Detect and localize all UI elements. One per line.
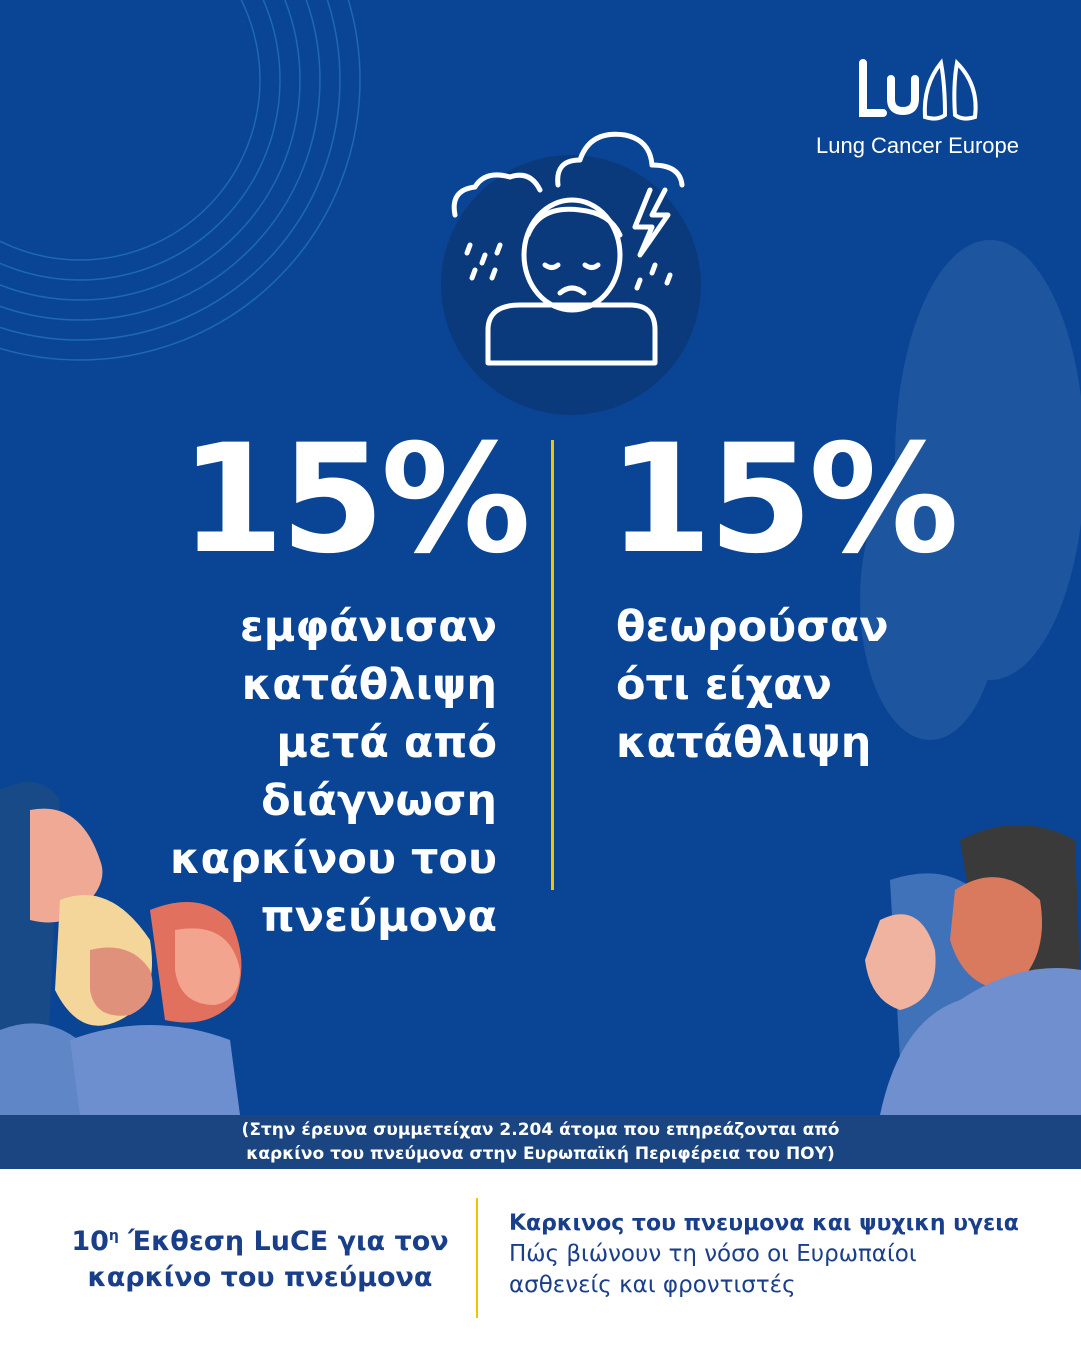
luce-logo-mark xyxy=(858,58,978,121)
stat-value-right: 15% xyxy=(608,413,959,587)
report-subject-title: Καρκινος του πνευμονα και ψυχικη υγεια xyxy=(509,1211,1019,1236)
depressed-person-under-storm-clouds-icon xyxy=(451,131,685,366)
survey-caption: (Στην έρευνα συμμετείχαν 2.204 άτομα που… xyxy=(0,1115,1081,1169)
people-left xyxy=(0,782,242,1115)
stat-value-left: 15% xyxy=(180,413,531,587)
report-title-text: Έκθεση LuCE για τον xyxy=(118,1226,449,1257)
people-illustration xyxy=(0,782,1081,1115)
report-title-line2: καρκίνο του πνεύμονα xyxy=(87,1262,433,1293)
decorative-arcs xyxy=(0,0,361,361)
footer-divider xyxy=(476,1198,478,1318)
caption-line: καρκίνο του πνεύμονα στην Ευρωπαϊκή Περι… xyxy=(246,1144,835,1164)
desc-line: ότι είχαν xyxy=(616,660,832,710)
luce-logo: Lung Cancer Europe xyxy=(815,55,1020,159)
desc-line: κατάθλιψη xyxy=(616,718,872,768)
report-number-suffix: η xyxy=(108,1228,119,1244)
desc-line: διάγνωση xyxy=(261,776,497,826)
europe-dot-map xyxy=(860,240,1081,740)
desc-line: θεωρούσαν xyxy=(616,602,889,652)
report-subject: Καρκινος του πνευμονα και ψυχικη υγεια Π… xyxy=(509,1208,1019,1301)
desc-line: καρκίνου του xyxy=(169,834,497,884)
stat-description-right: θεωρούσαν ότι είχαν κατάθλιψη xyxy=(616,598,1036,772)
hero-panel: Lung Cancer Europe 15% 15% εμφάνισαν κατ… xyxy=(0,0,1081,1115)
stat-description-left: εμφάνισαν κατάθλιψη μετά από διάγνωση κα… xyxy=(97,598,497,946)
report-number: 10 xyxy=(71,1226,109,1257)
report-title: 10η Έκθεση LuCE για τον καρκίνο του πνεύ… xyxy=(60,1218,460,1296)
desc-line: πνεύμονα xyxy=(260,892,497,942)
desc-line: κατάθλιψη xyxy=(241,660,497,710)
people-right xyxy=(865,825,1081,1115)
desc-line: μετά από xyxy=(276,718,497,768)
report-subtitle-line: ασθενείς και φροντιστές xyxy=(509,1272,796,1298)
desc-line: εμφάνισαν xyxy=(239,602,497,652)
report-subtitle-line: Πώς βιώνουν τη νόσο οι Ευρωπαίοι xyxy=(509,1241,917,1267)
logo-text: Lung Cancer Europe xyxy=(815,133,1020,158)
report-title-line1: 10η Έκθεση LuCE για τον xyxy=(60,1218,460,1260)
stat-divider xyxy=(551,440,554,890)
caption-line: (Στην έρευνα συμμετείχαν 2.204 άτομα που… xyxy=(241,1120,840,1140)
